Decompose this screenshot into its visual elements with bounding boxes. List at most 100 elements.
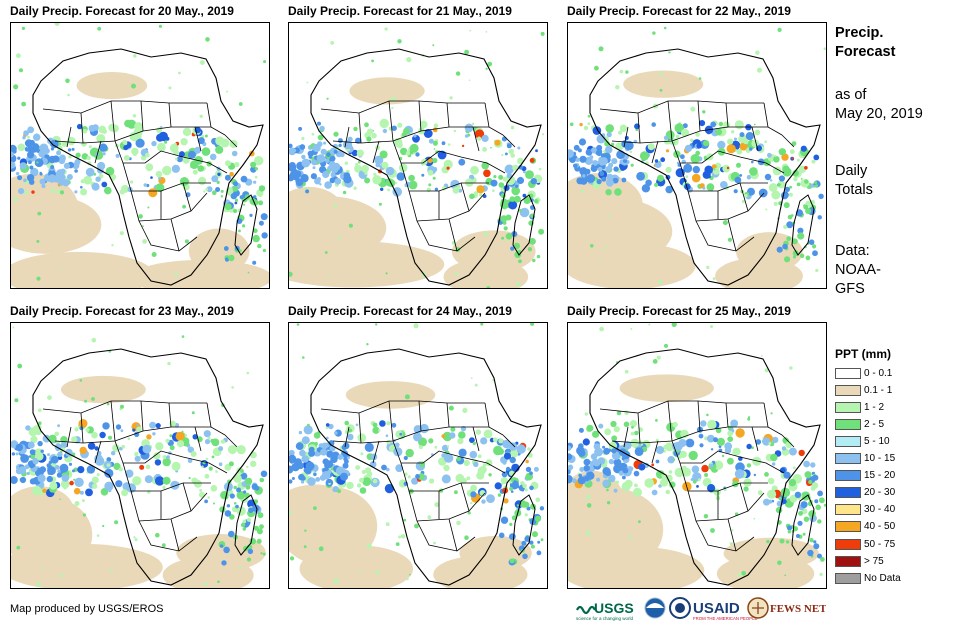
rain-cell — [394, 442, 400, 448]
rain-cell — [21, 101, 26, 107]
forecast-panel-4: Daily Precip. Forecast for 23 May., 2019 — [10, 304, 270, 589]
fewsnet-logo: FEWS NET — [747, 597, 826, 619]
rain-cell — [509, 487, 513, 491]
rain-cell — [727, 237, 732, 242]
rain-cell — [797, 158, 800, 162]
rain-cell — [508, 442, 518, 451]
rain-cell — [386, 467, 390, 472]
rain-cell — [699, 443, 704, 448]
rain-cell — [218, 446, 224, 452]
rain-cell — [432, 140, 438, 146]
rain-cell — [29, 449, 36, 455]
dry-area — [299, 545, 414, 588]
country-border — [358, 100, 490, 144]
country-border — [66, 426, 238, 464]
rain-cell — [599, 326, 604, 332]
rain-cell — [162, 457, 171, 467]
rain-cell — [537, 540, 541, 544]
rain-cell — [115, 153, 120, 158]
rain-cell — [63, 444, 67, 448]
rain-cell — [24, 190, 28, 195]
rain-cell — [67, 136, 76, 146]
rain-cell — [501, 153, 504, 157]
rain-cell — [106, 463, 111, 467]
country-border — [717, 482, 749, 552]
rain-cell — [356, 149, 364, 157]
rain-cell — [66, 174, 73, 180]
rain-cell — [355, 162, 359, 167]
rain-cell — [385, 434, 389, 437]
rain-cell — [602, 445, 606, 449]
rain-cell — [403, 518, 407, 522]
rain-cell — [741, 571, 746, 576]
rain-cell — [29, 165, 34, 170]
rain-cell — [810, 462, 816, 468]
rain-cell — [441, 141, 446, 146]
rain-cell — [256, 538, 262, 544]
rain-cell — [173, 149, 179, 156]
rain-cell — [210, 438, 215, 444]
rain-cell — [523, 501, 530, 508]
rain-cell — [23, 178, 27, 183]
rain-cell — [786, 525, 793, 531]
rain-cell — [211, 455, 215, 459]
rain-cell — [461, 144, 465, 148]
rain-cell — [106, 457, 112, 462]
country-border — [358, 400, 490, 444]
usaid-seal-icon — [669, 597, 691, 619]
rain-cell — [527, 247, 533, 252]
rain-cell — [455, 71, 461, 76]
rain-cell — [404, 394, 410, 400]
rain-cell — [797, 227, 804, 234]
rain-cell — [772, 166, 782, 176]
rain-cell — [305, 189, 310, 194]
rain-cell — [63, 486, 67, 490]
rain-cell — [249, 213, 253, 217]
rain-cell — [463, 459, 470, 467]
rain-cell — [655, 438, 659, 442]
rain-cell — [455, 272, 459, 276]
rain-cell — [199, 489, 203, 492]
rain-cell — [736, 162, 741, 168]
rain-cell — [702, 170, 711, 179]
rain-cell — [191, 411, 195, 415]
rain-cell — [112, 178, 115, 181]
rain-cell — [242, 224, 246, 228]
rain-cell — [104, 468, 114, 478]
rain-cell — [813, 540, 817, 544]
rain-cell — [765, 208, 768, 211]
rain-cell — [807, 549, 814, 557]
rain-cell — [781, 446, 787, 451]
dry-area — [723, 537, 819, 570]
rain-cell — [15, 171, 20, 176]
rain-cell — [224, 174, 231, 181]
rain-cell — [67, 148, 72, 152]
rain-cell — [344, 161, 348, 165]
rain-cell — [317, 121, 321, 126]
panel-title: Daily Precip. Forecast for 22 May., 2019 — [567, 4, 791, 18]
rain-cell — [606, 501, 611, 505]
rain-cell — [464, 123, 474, 133]
rain-cell — [397, 122, 403, 128]
rain-cell — [379, 420, 386, 427]
country-border — [695, 520, 755, 552]
rain-cell — [633, 487, 642, 497]
rain-cell — [303, 545, 307, 549]
rain-cell — [415, 474, 420, 479]
rain-cell — [333, 203, 338, 207]
rain-cell — [651, 122, 656, 127]
rain-cell — [49, 481, 58, 490]
rain-cell — [820, 557, 825, 562]
rain-cell — [228, 254, 235, 262]
rain-cell — [319, 125, 325, 132]
rain-cell — [97, 161, 106, 171]
country-border — [416, 520, 476, 552]
rain-cell — [598, 46, 604, 52]
rain-cell — [23, 130, 29, 136]
rain-cell — [501, 136, 507, 142]
rain-cell — [800, 501, 808, 509]
rain-cell — [596, 477, 601, 482]
rain-cell — [258, 192, 263, 197]
rain-cell — [119, 189, 125, 195]
dry-area — [11, 486, 74, 533]
